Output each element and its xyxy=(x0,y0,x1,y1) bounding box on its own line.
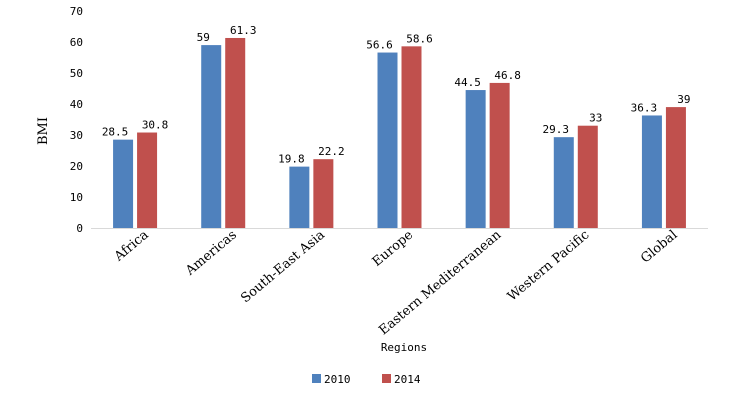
category-label: Americas xyxy=(182,228,240,280)
bar-2014 xyxy=(225,37,246,228)
y-tick-label: 70 xyxy=(70,5,83,18)
y-axis-title: BMI xyxy=(36,117,51,145)
y-tick-label: 60 xyxy=(70,36,83,49)
y-tick-label: 10 xyxy=(70,191,83,204)
x-axis-title: Regions xyxy=(381,341,427,354)
category-label: Africa xyxy=(111,227,152,265)
data-label: 61.3 xyxy=(230,24,257,37)
category-label: Europe xyxy=(370,227,417,269)
category-label: Global xyxy=(638,228,680,267)
data-label: 56.6 xyxy=(366,39,393,52)
bar-2010 xyxy=(289,166,310,228)
legend-label: 2014 xyxy=(394,373,421,386)
bar-2014 xyxy=(489,82,510,228)
data-label: 28.5 xyxy=(102,126,129,139)
bar-2014 xyxy=(577,125,598,228)
bar-2014 xyxy=(401,46,422,229)
y-tick-label: 40 xyxy=(70,98,83,111)
data-label: 29.3 xyxy=(543,123,570,136)
bar-2010 xyxy=(377,52,398,228)
data-label: 39 xyxy=(677,93,690,106)
legend-swatch-2014 xyxy=(382,374,391,383)
legend-swatch-2010 xyxy=(312,374,321,383)
bar-2014 xyxy=(313,159,334,228)
data-label: 46.8 xyxy=(494,69,521,82)
bar-2014 xyxy=(137,132,158,228)
data-label: 44.5 xyxy=(454,76,481,89)
data-label: 58.6 xyxy=(406,32,433,45)
data-label: 22.2 xyxy=(318,145,345,158)
y-tick-label: 30 xyxy=(70,129,83,142)
bar-2010 xyxy=(113,139,134,228)
legend: 2010 2014 xyxy=(312,373,421,386)
bar-2010 xyxy=(201,45,222,228)
category-label: South-East Asia xyxy=(238,227,328,306)
data-labels: 28.5 30.8 59 61.3 19.8 22.2 56.6 58.6 44.5 46.8 29… xyxy=(102,24,691,166)
bar-2010 xyxy=(465,90,486,228)
y-axis: 0 10 20 30 40 50 60 70 xyxy=(70,5,83,235)
data-label: 59 xyxy=(197,31,210,44)
legend-label: 2010 xyxy=(324,373,351,386)
data-label: 19.8 xyxy=(278,153,305,166)
bar-2010 xyxy=(553,137,574,228)
data-label: 36.3 xyxy=(631,101,658,114)
data-label: 30.8 xyxy=(142,119,169,132)
y-tick-label: 0 xyxy=(76,222,83,235)
bars xyxy=(113,37,686,229)
y-tick-label: 20 xyxy=(70,160,83,173)
data-label: 33 xyxy=(589,112,602,125)
bar-2014 xyxy=(665,107,686,228)
y-tick-label: 50 xyxy=(70,67,83,80)
bar-2010 xyxy=(641,115,662,228)
category-label: Western Pacific xyxy=(505,228,592,305)
